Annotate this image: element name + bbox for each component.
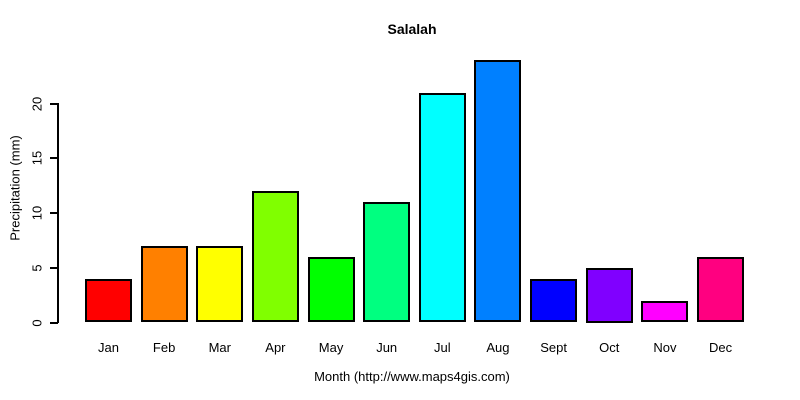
y-tick-mark-10 <box>50 212 58 214</box>
bar-jul <box>418 92 466 323</box>
bar-jan <box>85 278 132 323</box>
x-tick-label-oct: Oct <box>599 340 620 355</box>
bar-dec <box>697 256 745 323</box>
y-tick-mark-5 <box>50 266 58 269</box>
bar-apr <box>251 191 299 323</box>
bar-nov <box>641 300 689 323</box>
y-tick-label-20: 20 <box>29 96 44 111</box>
x-tick-label-sept: Sept <box>540 340 567 355</box>
bar-oct <box>585 267 633 323</box>
bar-may <box>307 256 355 323</box>
bar-jun <box>363 202 411 323</box>
y-axis-title: Precipitation (mm) <box>7 135 23 241</box>
y-tick-mark-0 <box>50 321 58 324</box>
bar-sept <box>530 278 578 323</box>
y-tick-label-15: 15 <box>29 151 44 166</box>
x-tick-label-nov: Nov <box>653 340 677 355</box>
bar-mar <box>196 245 244 323</box>
y-tick-mark-20 <box>50 102 58 105</box>
x-tick-label-aug: Aug <box>486 340 510 355</box>
x-tick-label-dec: Dec <box>708 340 733 355</box>
x-tick-label-jul: Jul <box>434 340 451 355</box>
x-tick-label-feb: Feb <box>152 340 176 355</box>
y-tick-label-0: 0 <box>29 318 44 327</box>
y-axis-line <box>57 103 59 323</box>
x-tick-label-jan: Jan <box>98 340 119 355</box>
bar-feb <box>140 245 188 323</box>
x-tick-label-jun: Jun <box>376 340 398 355</box>
x-tick-label-mar: Mar <box>208 340 231 355</box>
y-tick-label-5: 5 <box>29 264 44 272</box>
x-tick-label-may: May <box>318 340 344 355</box>
chart-title: Salalah <box>387 21 437 37</box>
bar-aug <box>474 59 522 323</box>
y-tick-mark-15 <box>50 157 58 160</box>
x-axis-title: Month (http://www.maps4gis.com) <box>314 369 510 384</box>
x-tick-label-apr: Apr <box>265 340 286 355</box>
y-tick-label-10: 10 <box>29 205 44 221</box>
